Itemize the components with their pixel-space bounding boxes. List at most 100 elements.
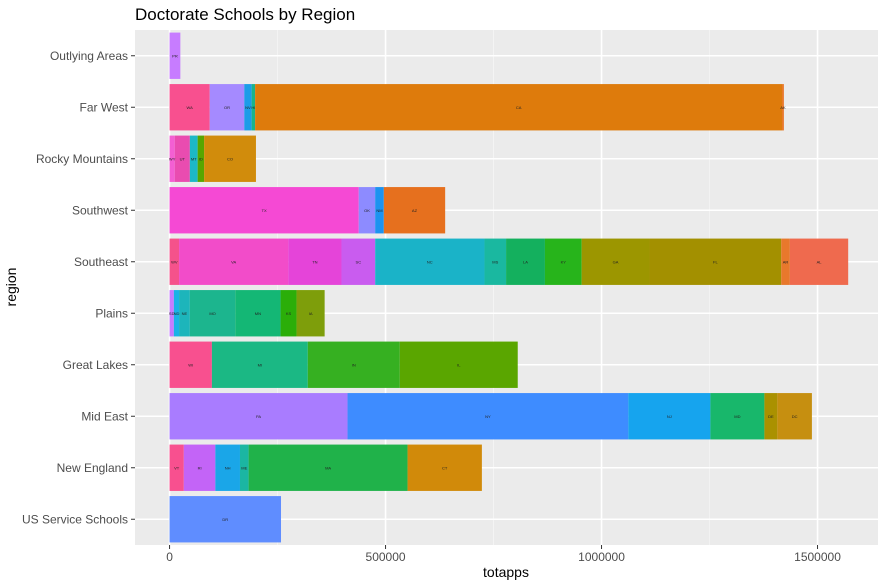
segment-label: SC (356, 259, 362, 264)
segment-label: MI (258, 362, 262, 367)
bar-segment-tn (288, 238, 342, 285)
bar-segment-nc (375, 238, 485, 285)
bar-segment-wv (169, 238, 180, 285)
bar-segment-ma (248, 444, 408, 491)
segment-label: IL (457, 362, 461, 367)
bar-segment-id (197, 135, 205, 182)
bar-segment-ms (484, 238, 507, 285)
chart-title: Doctorate Schools by Region (135, 5, 356, 24)
bar-segment-ct (407, 444, 482, 491)
bar-segment-nv (244, 84, 252, 131)
bar-segment-nj (628, 393, 711, 440)
bar-segment-ut (174, 135, 190, 182)
y-axis-title: region (3, 268, 19, 307)
bar-segment-ak (782, 84, 784, 131)
segment-label: IA (309, 311, 313, 316)
segment-label: AK (780, 105, 786, 110)
segment-label: KS (286, 311, 292, 316)
segment-label: MO (209, 311, 215, 316)
bar-segment-ok (358, 187, 376, 234)
bar-segment-mo (189, 290, 236, 337)
bar-segment-dc (777, 393, 812, 440)
y-tick-label: Mid East (81, 409, 128, 423)
segment-label: IN (352, 362, 356, 367)
bar-segment-wy (169, 135, 175, 182)
bar-layer (169, 32, 849, 543)
bar-segment-ga (581, 238, 650, 285)
segment-label: DC (792, 414, 798, 419)
segment-label: MA (325, 465, 331, 470)
segment-label: AZ (412, 208, 418, 213)
bar-segment-co (204, 135, 256, 182)
bar-segment-nd (173, 290, 180, 337)
segment-label: NE (182, 311, 188, 316)
bar-segment-ri (183, 444, 216, 491)
segment-label: MD (734, 414, 740, 419)
segment-label: DE (768, 414, 774, 419)
segment-label: VT (174, 465, 180, 470)
bar-segment-sd (169, 290, 174, 337)
x-tick-label: 1500000 (794, 550, 841, 564)
bar-segment-ny (347, 393, 629, 440)
y-tick-label: Plains (95, 306, 128, 320)
bar-segment-de (764, 393, 778, 440)
segment-label: ND (174, 311, 180, 316)
bar-segment-ia (296, 290, 325, 337)
segment-label: GA (613, 259, 619, 264)
bar-segment-mn (235, 290, 281, 337)
segment-label: CA (516, 105, 522, 110)
bar-segment-fl (649, 238, 782, 285)
bar-segment-nh (215, 444, 240, 491)
y-tick-label: Far West (80, 100, 129, 114)
y-tick-label: US Service Schools (22, 512, 128, 526)
segment-label: CO (227, 156, 233, 161)
segment-label: WY (169, 156, 176, 161)
x-tick-label: 1000000 (578, 550, 625, 564)
bar-segment-la (506, 238, 545, 285)
segment-label: ME (241, 465, 247, 470)
segment-label: MT (191, 156, 197, 161)
bar-segment-al (789, 238, 849, 285)
x-tick-label: 0 (166, 550, 173, 564)
y-tick-label: Great Lakes (63, 358, 128, 372)
segment-label: AL (817, 259, 823, 264)
label-layer: PR WA OR NV HI CA AK WY UT MT ID CO TX OK NM AZ WV VA TN SC… (169, 53, 822, 522)
x-axis-title: totapps (483, 564, 529, 580)
bar-segment-wa (169, 84, 210, 131)
bar-segment-tx (169, 187, 359, 234)
bar-segment-mi (211, 341, 308, 388)
bar-segment-hi (251, 84, 256, 131)
segment-label: ID (199, 156, 203, 161)
segment-label: NY (485, 414, 491, 419)
y-tick-label: Southeast (74, 255, 129, 269)
segment-label: TX (262, 208, 267, 213)
bar-segment-va (179, 238, 289, 285)
segment-label: NH (225, 465, 231, 470)
y-tick-label: Rocky Mountains (36, 152, 128, 166)
segment-label: WI (188, 362, 193, 367)
bar-segment-ks (280, 290, 297, 337)
segment-label: NC (427, 259, 433, 264)
segment-label: FL (713, 259, 718, 264)
bar-segment-ar (781, 238, 790, 285)
bar-segment-dr (169, 496, 282, 543)
bar-segment-wi (169, 341, 212, 388)
bar-segment-pr (169, 32, 181, 79)
segment-label: MS (492, 259, 498, 264)
bar-segment-mt (189, 135, 198, 182)
segment-label: LA (523, 259, 528, 264)
bar-segment-or (209, 84, 245, 131)
segment-label: MN (255, 311, 261, 316)
segment-label: NM (376, 208, 382, 213)
segment-label: TN (312, 259, 317, 264)
segment-label: OR (224, 105, 230, 110)
segment-label: WA (186, 105, 193, 110)
bar-segment-ky (544, 238, 582, 285)
axis-layer: 0 500000 1000000 1500000 Outlying Areas Far W… (22, 49, 841, 564)
bar-segment-md (710, 393, 765, 440)
segment-label: AR (783, 259, 789, 264)
segment-label: HI (251, 105, 255, 110)
x-tick-label: 500000 (366, 550, 406, 564)
segment-label: KY (561, 259, 567, 264)
